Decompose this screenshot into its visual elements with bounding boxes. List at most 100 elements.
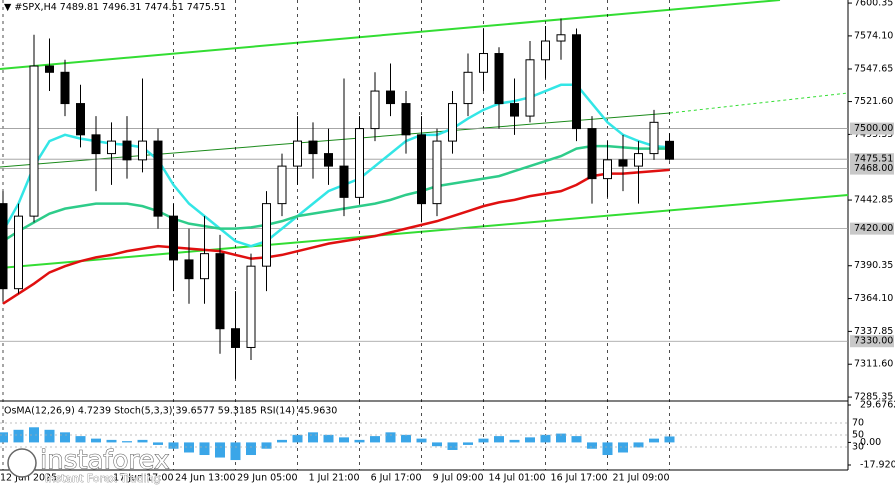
channel-upper	[0, 0, 781, 70]
osma-bar	[509, 439, 520, 443]
candle-body	[200, 253, 209, 280]
candle-body	[370, 90, 380, 130]
candle-body	[231, 328, 240, 348]
candle-body	[587, 128, 597, 180]
candle-body	[448, 103, 457, 142]
level-box	[850, 162, 894, 175]
candle-body	[665, 140, 674, 160]
osma-bar	[323, 434, 334, 443]
osma-bar	[246, 442, 256, 456]
osma-bar	[664, 436, 675, 443]
x-tick-label: 6 Jul 17:00	[371, 473, 422, 484]
candle-body	[510, 103, 519, 117]
y-tick-label: 7574.10	[854, 30, 893, 41]
osma-bar	[401, 434, 411, 443]
candle-body	[29, 65, 39, 217]
osma-bar	[0, 432, 8, 443]
osma-bar	[75, 436, 86, 443]
y-tick-label: 7600.35	[854, 0, 893, 9]
osma-bar	[29, 427, 39, 443]
osma-bar	[292, 434, 303, 443]
osma-bar	[261, 442, 272, 449]
osma-bar	[277, 439, 287, 443]
osma-bar	[215, 442, 225, 458]
level-label: 7420.00	[854, 223, 893, 234]
osma-tick-label: 29.6762	[860, 400, 895, 411]
candle-body	[649, 121, 659, 155]
osma-bar	[618, 442, 628, 453]
osma-tick-label: -17.9209	[860, 460, 895, 471]
x-tick-label: 16 Jul 17:00	[551, 473, 608, 484]
y-tick-label: 7311.60	[854, 359, 893, 370]
y-tick-label: 7547.65	[854, 63, 893, 74]
candle-body	[525, 59, 535, 117]
osma-bar	[556, 433, 566, 443]
candle-body	[339, 165, 349, 198]
candle-body	[215, 253, 225, 330]
osma-bar	[633, 442, 644, 448]
level-label: 7330.00	[854, 336, 893, 347]
osma-bar	[91, 438, 101, 443]
level-label: 7500.00	[854, 123, 893, 134]
osma-bar	[540, 434, 551, 443]
y-tick-label: 7390.35	[854, 260, 893, 271]
osma-bar	[13, 429, 24, 443]
x-tick-label: 9 Jul 09:00	[433, 473, 484, 484]
osma-bar	[184, 442, 194, 453]
ohlc-low: 7474.51	[144, 2, 183, 13]
candle-body	[572, 34, 581, 130]
osma-bar	[153, 442, 163, 445]
osma-bar	[354, 439, 365, 443]
candle-body	[618, 159, 628, 167]
x-tick-label: 14 Jul 01:00	[489, 473, 546, 484]
osma-bar	[602, 442, 613, 456]
osma-bar	[370, 436, 380, 443]
candle-body	[262, 203, 271, 267]
candle-body	[494, 53, 504, 105]
x-tick-label: 1 Jul 21:00	[309, 473, 360, 484]
candle-body	[153, 140, 163, 217]
candle-body	[556, 34, 566, 42]
osma-bar	[385, 432, 396, 443]
candle-body	[246, 265, 256, 348]
osma-bar	[60, 432, 70, 443]
osma-bar	[587, 442, 597, 449]
osma-tick-label: 0.00	[860, 437, 881, 448]
candle-body	[603, 159, 612, 180]
candle-body	[386, 90, 395, 105]
osc-tick-label: 70	[852, 418, 864, 429]
candle-body	[76, 103, 85, 136]
ohlc-close: 7475.51	[187, 2, 226, 13]
candle-body	[107, 140, 116, 155]
osma-bar	[137, 439, 148, 443]
y-tick-label: 7285.35	[854, 392, 893, 403]
y-tick-label: 7521.60	[854, 96, 893, 107]
osma-bar	[494, 436, 504, 443]
title: #SPX,H4	[14, 2, 56, 13]
ohlc-open: 7489.81	[60, 2, 99, 13]
candle-body	[432, 140, 442, 205]
y-tick-label: 7337.85	[854, 326, 893, 337]
triangle: ▼	[4, 2, 14, 13]
candle-body	[479, 53, 488, 73]
osma-bar	[478, 438, 489, 443]
candle-body	[14, 215, 23, 290]
level-box	[850, 222, 894, 235]
candle-body	[417, 134, 426, 205]
osma-bar	[447, 442, 458, 450]
y-tick-label: 7364.10	[854, 293, 893, 304]
candle-body	[0, 203, 8, 290]
osma-bar	[199, 442, 210, 456]
level-box	[850, 153, 894, 166]
watermark-sub: Instant Forex Trading	[45, 472, 161, 485]
ma-line	[2, 168, 670, 305]
x-tick-label: 21 Jul 09:00	[613, 473, 670, 484]
osma-bar	[432, 442, 442, 447]
candle-body	[91, 134, 101, 155]
level-label: 7475.51	[854, 154, 893, 165]
candle-body	[541, 40, 550, 61]
candle-body	[138, 140, 147, 161]
candle-body	[401, 103, 411, 136]
x-tick-label: 17 Jun 17:00	[113, 473, 173, 484]
